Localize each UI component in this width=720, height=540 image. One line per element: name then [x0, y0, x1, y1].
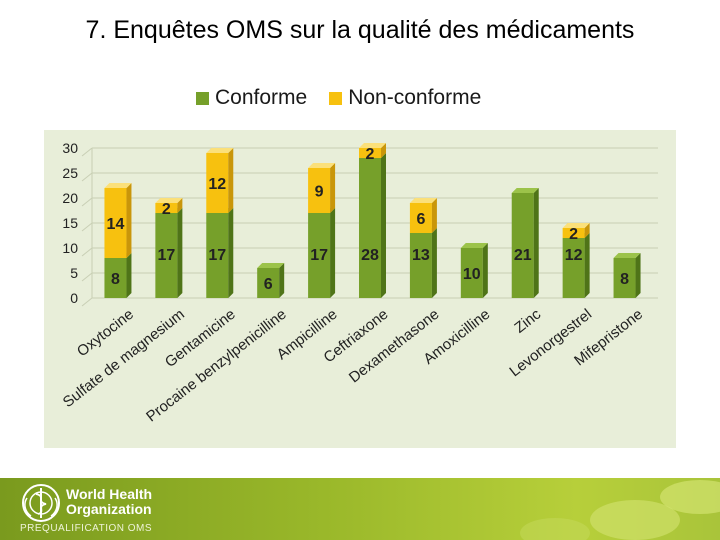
legend-item-non-conforme: Non-conforme	[329, 86, 481, 110]
organization-name: World Health Organization	[66, 486, 153, 517]
bar-non-conforme	[155, 198, 183, 213]
y-tick-label: 0	[70, 290, 78, 306]
legend-item-conforme: Conforme	[196, 86, 307, 110]
y-tick-label: 10	[62, 240, 78, 256]
data-label-non-conforme: 6	[416, 211, 425, 228]
data-label-conforme: 17	[208, 247, 226, 264]
gridline-depth	[81, 172, 93, 182]
bar-non-conforme	[409, 198, 437, 233]
chart-legend: Conforme Non-conforme	[196, 86, 503, 110]
data-label-conforme: 17	[310, 247, 328, 264]
bar-non-conforme	[562, 223, 590, 238]
slide-title: 7. Enquêtes OMS sur la qualité des médic…	[85, 16, 635, 44]
legend-swatch-non-conforme	[329, 91, 343, 105]
legend-label-non-conforme: Non-conforme	[348, 86, 482, 109]
bar-non-conforme	[206, 148, 234, 213]
bar-conforme	[460, 243, 488, 298]
gridline-depth	[81, 222, 93, 232]
program-name: PREQUALIFICATION OMS	[20, 523, 153, 534]
bar-non-conforme	[308, 163, 336, 213]
data-label-conforme: 17	[157, 247, 175, 264]
data-label-conforme: 6	[264, 276, 273, 293]
data-label-non-conforme: 12	[208, 176, 226, 193]
y-tick-label: 20	[62, 190, 78, 206]
decorative-pill	[660, 480, 720, 514]
y-tick-label: 5	[70, 265, 78, 281]
data-label-conforme: 13	[412, 247, 430, 264]
bar-non-conforme	[104, 183, 132, 258]
decorative-pill	[590, 500, 680, 540]
data-label-non-conforme: 2	[569, 226, 578, 243]
data-label-non-conforme: 14	[107, 216, 125, 233]
bar-conforme	[613, 253, 641, 298]
who-emblem-icon	[22, 484, 60, 522]
y-tick-label: 30	[62, 140, 78, 156]
data-label-conforme: 8	[620, 271, 629, 288]
legend-swatch-conforme	[196, 91, 209, 105]
footer-bar: World Health Organization PREQUALIFICATI…	[0, 478, 720, 540]
data-label-conforme: 8	[111, 271, 120, 288]
legend-label-conforme: Conforme	[215, 86, 308, 109]
bar-conforme	[511, 188, 539, 298]
gridline-depth	[81, 197, 93, 207]
bar-conforme	[257, 263, 285, 298]
gridline-depth	[81, 272, 93, 282]
data-label-non-conforme: 2	[162, 201, 171, 218]
y-axis-ticks: 0 5 10 15 20 25 30	[62, 140, 78, 306]
gridline-depth	[81, 297, 93, 307]
data-label-non-conforme: 2	[366, 146, 375, 163]
decorative-pill	[520, 518, 590, 540]
data-label-conforme: 12	[565, 247, 583, 264]
data-label-conforme: 21	[514, 247, 532, 264]
bar-non-conforme	[359, 143, 386, 158]
data-label-non-conforme: 9	[315, 184, 324, 201]
data-label-conforme: 10	[463, 266, 481, 283]
gridline-depth	[81, 247, 93, 257]
bar-conforme	[359, 153, 386, 298]
data-label-conforme: 28	[361, 247, 379, 264]
y-tick-label: 25	[62, 165, 78, 181]
y-tick-label: 15	[62, 215, 78, 231]
gridline-depth	[81, 147, 93, 157]
